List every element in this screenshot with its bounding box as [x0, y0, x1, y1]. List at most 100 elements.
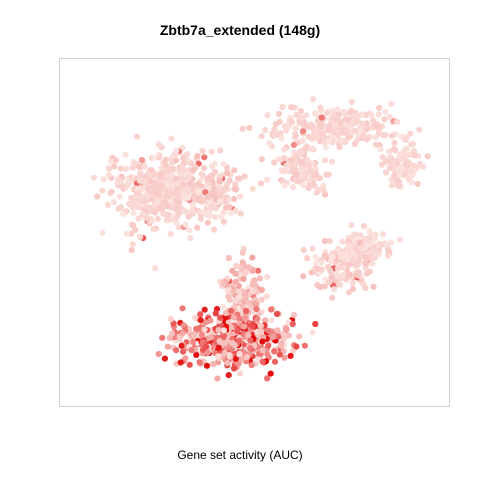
data-point [214, 375, 221, 382]
data-point [387, 165, 394, 172]
data-point [236, 350, 243, 357]
data-point [313, 189, 320, 196]
data-point [123, 230, 130, 237]
data-point [220, 188, 227, 195]
data-point [217, 147, 224, 154]
data-point [169, 165, 176, 172]
data-point [157, 171, 164, 178]
data-point [104, 201, 111, 208]
data-point [293, 111, 300, 119]
data-point [383, 241, 390, 248]
data-point [321, 157, 329, 164]
data-point [146, 171, 153, 178]
data-point [198, 332, 205, 339]
data-point [264, 112, 271, 119]
data-point [208, 148, 215, 155]
data-point [247, 304, 254, 311]
data-point [230, 314, 237, 321]
data-point [148, 167, 155, 174]
data-point [194, 152, 201, 160]
data-point [265, 342, 272, 349]
data-point [219, 303, 226, 310]
data-point [129, 164, 136, 171]
data-point [245, 332, 252, 339]
data-point [201, 326, 208, 333]
data-point [180, 154, 187, 162]
data-point [165, 167, 172, 174]
data-point [368, 112, 375, 119]
data-point [370, 283, 377, 290]
data-point [132, 226, 139, 233]
data-point [303, 112, 310, 119]
data-point [133, 133, 140, 140]
data-point [204, 219, 212, 226]
data-point [327, 122, 334, 129]
data-point [281, 354, 288, 361]
data-point [179, 305, 186, 312]
data-point [391, 171, 398, 178]
data-point [288, 104, 295, 111]
data-point [391, 139, 398, 146]
data-point [359, 121, 366, 128]
data-point [201, 154, 208, 161]
data-point [258, 286, 265, 294]
data-point [159, 334, 166, 341]
data-point [193, 351, 200, 358]
data-point [185, 194, 192, 201]
data-point [301, 121, 308, 128]
data-point [182, 221, 189, 228]
data-point [152, 182, 159, 189]
data-point [263, 293, 270, 300]
data-point [245, 264, 253, 271]
data-point [148, 218, 155, 225]
data-point [408, 179, 415, 186]
data-point [276, 118, 283, 125]
data-point [189, 206, 196, 213]
data-point [232, 262, 240, 270]
data-point [334, 106, 341, 113]
data-point [320, 182, 327, 189]
data-point [350, 285, 357, 292]
data-point [318, 259, 325, 266]
data-point [363, 136, 370, 143]
data-point [360, 222, 368, 230]
data-point [382, 169, 390, 176]
data-point [386, 113, 393, 120]
data-point [388, 158, 395, 166]
data-point [180, 322, 187, 329]
data-point [252, 300, 259, 308]
data-point [317, 283, 324, 291]
data-point [258, 133, 265, 140]
data-point [168, 135, 175, 142]
data-point [229, 267, 236, 274]
data-point [275, 156, 282, 163]
data-point [147, 178, 154, 185]
data-point [271, 126, 278, 133]
data-point [350, 256, 357, 263]
data-point [281, 182, 288, 189]
data-point [209, 190, 216, 197]
data-point [394, 118, 401, 125]
data-point [320, 187, 327, 195]
data-point [134, 203, 141, 210]
data-point [337, 281, 344, 288]
data-point [141, 163, 148, 170]
data-point [186, 361, 193, 368]
data-point [409, 171, 416, 178]
data-point [369, 239, 376, 246]
data-point [108, 188, 115, 195]
data-point [105, 171, 112, 178]
data-point [129, 204, 136, 211]
data-point [140, 177, 147, 184]
data-point [172, 157, 180, 164]
data-point [306, 162, 313, 169]
x-axis-label: Gene set activity (AUC) [177, 448, 303, 462]
data-point [111, 163, 118, 170]
data-point [396, 151, 403, 158]
data-point [312, 320, 319, 328]
data-point [249, 323, 256, 330]
data-point [180, 182, 187, 189]
data-point [278, 342, 285, 349]
data-point [166, 334, 173, 342]
data-point [230, 365, 238, 372]
